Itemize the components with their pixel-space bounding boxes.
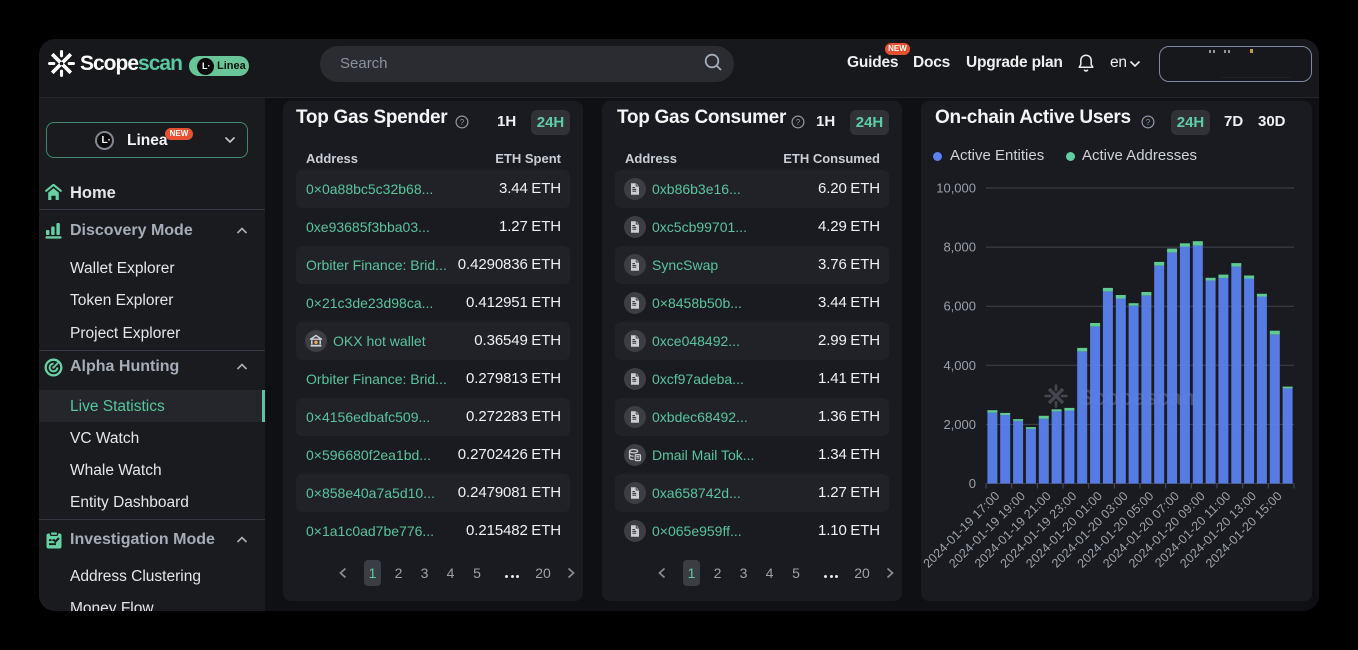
svg-text:?: ? bbox=[460, 118, 465, 127]
svg-text:?: ? bbox=[796, 118, 801, 127]
svg-text:2,000: 2,000 bbox=[943, 417, 976, 432]
svg-text:6,000: 6,000 bbox=[943, 299, 976, 314]
svg-text:8,000: 8,000 bbox=[943, 240, 976, 255]
svg-text:0: 0 bbox=[969, 476, 976, 491]
svg-text:?: ? bbox=[1146, 118, 1151, 127]
svg-text:10,000: 10,000 bbox=[936, 181, 976, 196]
svg-text:4,000: 4,000 bbox=[943, 358, 976, 373]
